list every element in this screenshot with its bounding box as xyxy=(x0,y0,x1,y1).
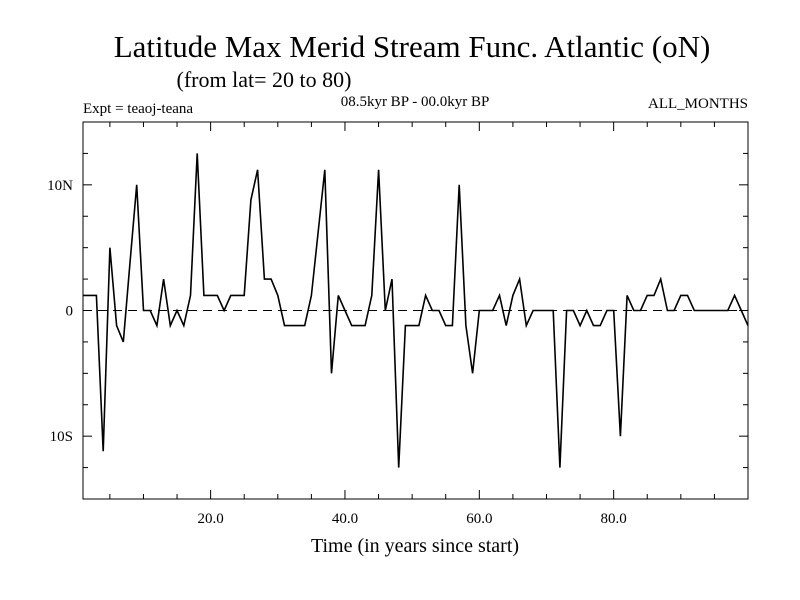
x-axis-label: Time (in years since start) xyxy=(311,535,519,557)
axis-ticks xyxy=(83,122,748,499)
axis-tick-labels: 20.0 40.0 60.0 80.0 10S 0 10N xyxy=(47,178,627,527)
y-tick-label: 0 xyxy=(66,304,74,320)
x-tick-label: 60.0 xyxy=(466,511,492,527)
x-tick-label: 20.0 xyxy=(198,511,224,527)
experiment-label: Expt = teaoj-teana xyxy=(83,101,193,117)
x-tick-label: 40.0 xyxy=(332,511,358,527)
time-range-label: 08.5kyr BP - 00.0kyr BP xyxy=(341,94,490,110)
y-tick-label: 10S xyxy=(50,429,73,445)
chart-title: Latitude Max Merid Stream Func. Atlantic… xyxy=(114,29,711,64)
chart-subtitle: (from lat= 20 to 80) xyxy=(177,67,352,92)
x-tick-label: 80.0 xyxy=(601,511,627,527)
plot-frame xyxy=(82,121,749,500)
months-label: ALL_MONTHS xyxy=(648,96,748,112)
series-line xyxy=(83,153,749,468)
y-tick-label: 10N xyxy=(47,178,73,194)
